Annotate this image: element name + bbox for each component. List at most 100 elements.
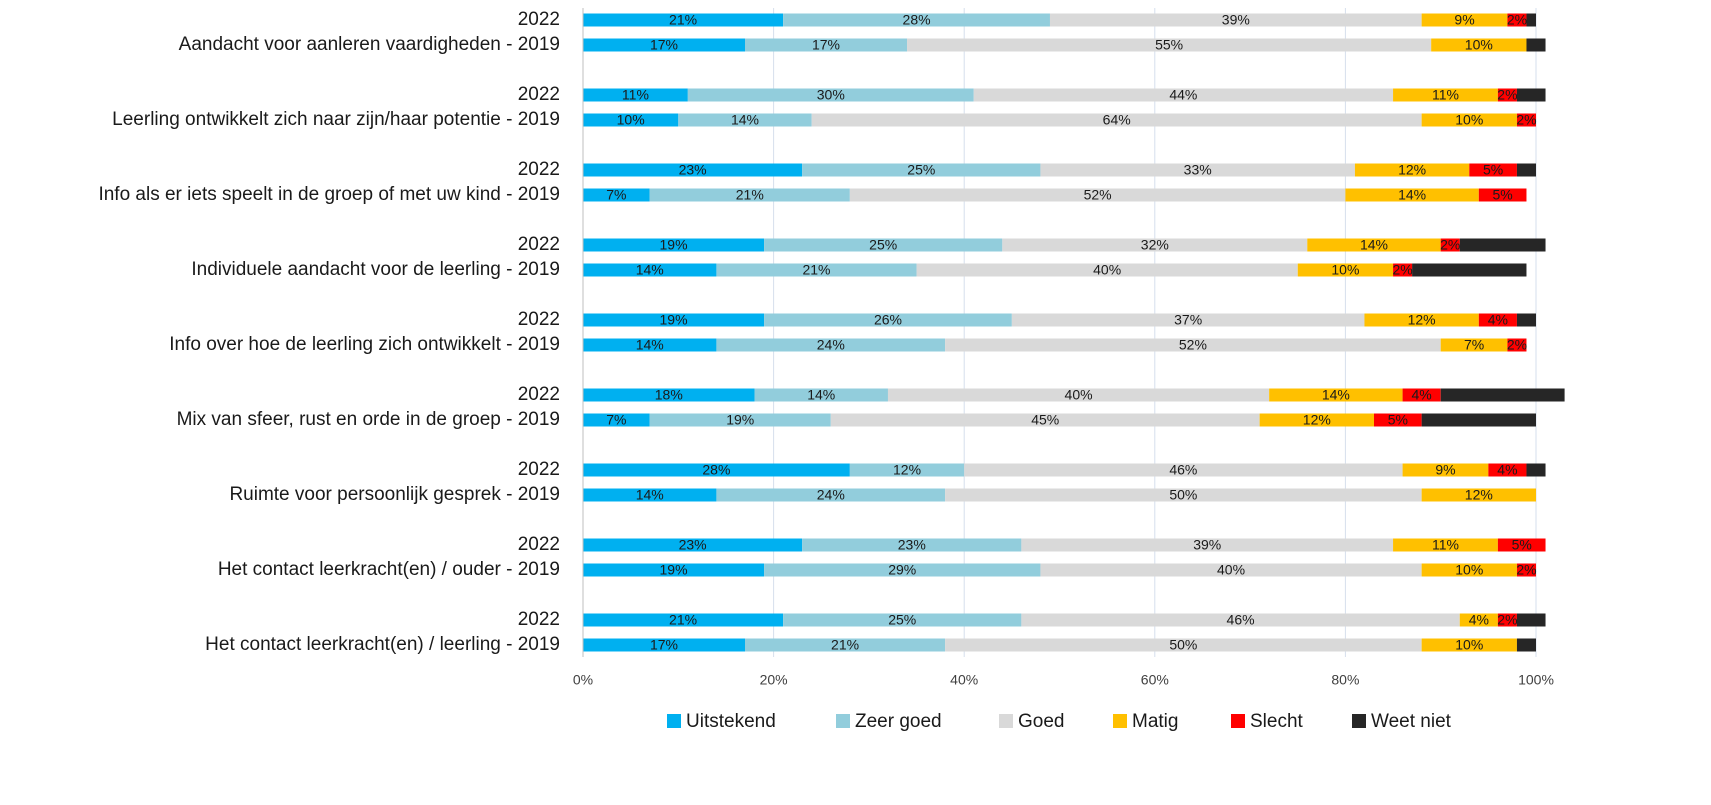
value-label: 5% [1483, 162, 1503, 178]
value-label: 2% [1507, 337, 1527, 353]
value-label: 11% [622, 87, 649, 103]
bar-segment [716, 263, 917, 277]
value-label: 2% [1392, 262, 1412, 278]
value-label: 2% [1507, 12, 1527, 28]
value-label: 21% [669, 12, 697, 28]
value-label: 9% [1454, 12, 1474, 28]
bar-segment [583, 613, 784, 627]
value-label: 40% [1065, 387, 1093, 403]
category-label: Ruimte voor persoonlijk gesprek - 2019 [229, 484, 560, 505]
value-label: 14% [1398, 187, 1426, 203]
value-label: 14% [636, 487, 664, 503]
value-label: 5% [1388, 412, 1408, 428]
bar-segment [745, 638, 946, 652]
bar-segment [649, 188, 850, 202]
bar-segment [1497, 613, 1517, 627]
bar-segment [1373, 413, 1422, 427]
bar-segment [583, 13, 784, 27]
bar-segment [583, 88, 688, 102]
value-label: 10% [1465, 37, 1493, 53]
value-label: 19% [726, 412, 754, 428]
value-label: 21% [831, 637, 859, 653]
bar-segment [1431, 38, 1527, 52]
bar-segment [1021, 538, 1394, 552]
value-label: 10% [617, 112, 645, 128]
bar-segment [1440, 238, 1460, 252]
value-label: 21% [802, 262, 830, 278]
value-label: 19% [660, 312, 688, 328]
x-tick-label: 0% [573, 672, 593, 688]
legend-swatch [1113, 714, 1127, 728]
bar-segment [583, 388, 755, 402]
value-label: 10% [1455, 637, 1483, 653]
bar-segment [583, 238, 765, 252]
value-label: 40% [1217, 562, 1245, 578]
value-label: 21% [736, 187, 764, 203]
value-label: 30% [817, 87, 845, 103]
value-label: 21% [669, 612, 697, 628]
value-label: 23% [679, 162, 707, 178]
bar-segment [916, 263, 1298, 277]
x-tick-label: 80% [1331, 672, 1359, 688]
value-label: 14% [636, 262, 664, 278]
value-label: 2% [1440, 237, 1460, 253]
value-label: 55% [1155, 37, 1183, 53]
value-label: 7% [1464, 337, 1484, 353]
x-tick-label: 60% [1141, 672, 1169, 688]
bar-segment [1516, 163, 1536, 177]
value-label: 25% [907, 162, 935, 178]
bar-segment [1002, 238, 1308, 252]
x-tick-label: 40% [950, 672, 978, 688]
value-label: 17% [812, 37, 840, 53]
bar-segment [764, 238, 1003, 252]
bar-segment [1297, 263, 1394, 277]
legend-swatch [1231, 714, 1245, 728]
value-label: 14% [731, 112, 759, 128]
bar-segment [1507, 13, 1527, 27]
category-label: Aandacht voor aanleren vaardigheden - 20… [179, 34, 560, 55]
value-label: 37% [1174, 312, 1202, 328]
bar-segment [1393, 263, 1413, 277]
value-label: 7% [606, 187, 626, 203]
legend-label: Weet niet [1371, 711, 1452, 732]
bar-segment [1421, 113, 1517, 127]
bar-segment [1421, 488, 1536, 502]
value-label: 28% [903, 12, 931, 28]
bar-segment [583, 113, 679, 127]
category-label: Individuele aandacht voor de leerling - … [191, 259, 560, 280]
value-label: 25% [869, 237, 897, 253]
x-tick-label: 100% [1518, 672, 1554, 688]
category-label: 2022 [518, 384, 560, 405]
bar-segment [1469, 163, 1517, 177]
value-label: 39% [1193, 537, 1221, 553]
value-label: 19% [660, 237, 688, 253]
bar-segment [1421, 13, 1508, 27]
category-label: Het contact leerkracht(en) / ouder - 201… [218, 559, 560, 580]
bar-segment [583, 563, 765, 577]
value-label: 29% [888, 562, 916, 578]
value-label: 33% [1184, 162, 1212, 178]
bar-segment [1516, 638, 1536, 652]
value-label: 17% [650, 637, 678, 653]
bar-segment [583, 463, 850, 477]
legend-label: Zeer goed [855, 711, 942, 732]
value-label: 26% [874, 312, 902, 328]
category-label: 2022 [518, 459, 560, 480]
bar-segment [1364, 313, 1479, 327]
bar-segment [1478, 188, 1527, 202]
value-label: 14% [1322, 387, 1350, 403]
value-label: 2% [1497, 612, 1517, 628]
bar-segment [1526, 38, 1546, 52]
category-label: Het contact leerkracht(en) / leerling - … [205, 634, 560, 655]
category-label: Leerling ontwikkelt zich naar zijn/haar … [112, 109, 560, 130]
bar-segment [1421, 638, 1517, 652]
value-label: 28% [702, 462, 730, 478]
bar-segment [583, 413, 650, 427]
value-label: 2% [1516, 112, 1536, 128]
bar-segment [1507, 338, 1527, 352]
value-label: 46% [1169, 462, 1197, 478]
bar-segment [745, 38, 908, 52]
category-label: 2022 [518, 84, 560, 105]
bar-segment [1459, 238, 1546, 252]
